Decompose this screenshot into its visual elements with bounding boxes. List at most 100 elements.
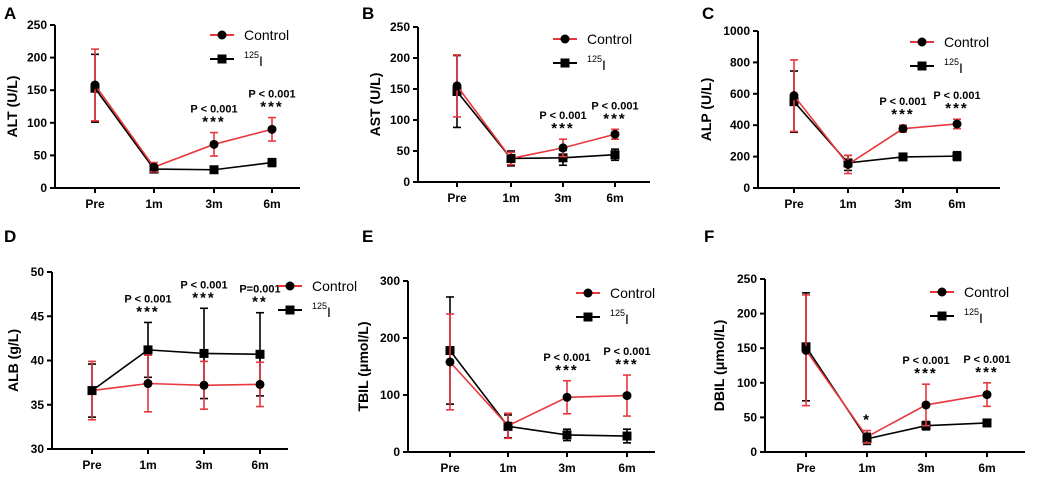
legend-marker	[583, 312, 593, 322]
data-point	[199, 348, 209, 358]
p-value-label: P < 0.001	[902, 355, 949, 367]
y-tick-label: 100	[390, 113, 410, 127]
p-value-label: P < 0.001	[124, 293, 171, 305]
legend-sup: 125	[944, 57, 959, 67]
data-point	[982, 418, 992, 428]
y-axis-label: TBIL (μmol/L)	[355, 322, 371, 412]
data-point	[610, 150, 620, 160]
y-axis-label: ALB (g/L)	[5, 329, 21, 392]
p-value-label: P < 0.001	[879, 96, 926, 108]
significance-stars: ***	[891, 106, 915, 123]
p-value-label: P < 0.001	[180, 279, 227, 291]
y-tick-label: 250	[27, 18, 47, 32]
series-line	[94, 84, 273, 169]
series-control	[789, 59, 962, 175]
x-tick-label: Pre	[85, 197, 105, 211]
legend: Control 125I	[930, 284, 1009, 326]
y-tick-label: 150	[390, 82, 410, 96]
y-tick-label: 200	[730, 150, 750, 164]
data-point	[843, 159, 853, 169]
significance-stars: ***	[202, 114, 226, 131]
p-value-label: P < 0.001	[603, 346, 650, 358]
y-tick-label: 50	[744, 410, 758, 424]
legend-marker	[560, 34, 570, 44]
x-tick-label: 1m	[139, 458, 156, 472]
p-value-label: P < 0.001	[591, 100, 638, 112]
panel-label: A	[4, 4, 16, 23]
legend-sup: 125	[244, 50, 259, 60]
x-tick-label: 1m	[502, 191, 519, 205]
data-point	[90, 80, 100, 90]
y-tick-label: 1000	[723, 24, 750, 38]
legend-label: Control	[244, 27, 289, 43]
significance-stars: ***	[192, 289, 216, 306]
y-tick-label: 35	[31, 398, 45, 412]
series-control	[90, 48, 277, 173]
significance-stars: ***	[975, 364, 999, 381]
x-tick-label: Pre	[82, 458, 102, 472]
y-tick-label: 50	[31, 265, 45, 279]
y-tick-label: 200	[380, 331, 400, 345]
y-tick-label: 600	[730, 87, 750, 101]
data-point	[452, 81, 462, 91]
y-tick-label: 200	[737, 307, 757, 321]
data-point	[789, 91, 799, 101]
y-tick-label: 100	[737, 376, 757, 390]
y-tick-label: 100	[380, 388, 400, 402]
series-control	[87, 354, 265, 421]
legend-marker	[937, 311, 947, 321]
series-line	[449, 350, 628, 437]
y-tick-label: 40	[31, 354, 45, 368]
significance-stars: ***	[603, 110, 627, 127]
legend-sup: 125	[964, 307, 979, 317]
legend-label: 125I	[964, 307, 983, 326]
x-tick-label: 1m	[499, 461, 516, 475]
series-line	[449, 361, 628, 427]
legend-marker	[560, 58, 570, 68]
legend-base: I	[959, 60, 963, 76]
significance-stars: ***	[136, 303, 160, 320]
series-line	[91, 382, 261, 392]
panel-label: D	[4, 227, 16, 246]
data-point	[87, 386, 97, 396]
series-line	[456, 85, 616, 160]
data-point	[898, 152, 908, 162]
y-tick-label: 150	[737, 341, 757, 355]
legend-label: 125I	[244, 50, 263, 69]
data-point	[921, 400, 931, 410]
x-tick-label: 1m	[858, 461, 875, 475]
p-value-label: P < 0.001	[248, 89, 295, 101]
series-line	[91, 349, 261, 392]
significance-stars: ***	[914, 365, 938, 382]
y-tick-label: 0	[393, 445, 400, 459]
series-line	[793, 101, 958, 164]
significance-stars: ***	[260, 99, 284, 116]
legend-label: Control	[610, 285, 655, 301]
legend: Control 125I	[910, 34, 989, 76]
p-value-label: P < 0.001	[539, 110, 586, 122]
p-value-label: P < 0.001	[543, 352, 590, 364]
legend-base: I	[625, 311, 629, 327]
significance-stars: *	[863, 412, 871, 429]
legend-marker	[917, 37, 927, 47]
x-tick-label: 3m	[195, 458, 212, 472]
x-tick-label: 3m	[894, 197, 911, 211]
data-point	[143, 379, 153, 389]
x-tick-label: Pre	[796, 461, 816, 475]
x-tick-label: 3m	[554, 191, 571, 205]
x-tick-label: 6m	[618, 461, 635, 475]
panel-label: E	[362, 227, 373, 246]
y-tick-label: 150	[27, 83, 47, 97]
series-line	[456, 90, 616, 160]
data-point	[445, 357, 455, 367]
legend-label: Control	[944, 34, 989, 50]
data-point	[952, 119, 962, 129]
legend-label: 125I	[312, 301, 331, 320]
y-tick-label: 200	[27, 51, 47, 65]
y-tick-label: 800	[730, 55, 750, 69]
legend-sup: 125	[587, 54, 602, 64]
data-point	[562, 392, 572, 402]
